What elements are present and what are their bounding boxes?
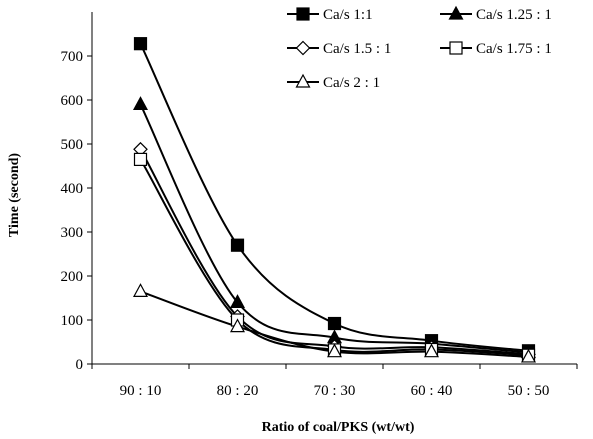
series-line-4 [139, 158, 529, 357]
series-line-1 [139, 43, 529, 352]
x-tick-label: 70 : 30 [314, 383, 356, 399]
x-axis-title: Ratio of coal/PKS (wt/wt) [262, 420, 415, 435]
legend-marker [296, 7, 310, 21]
legend-marker [448, 5, 464, 20]
y-tick-label: 200 [61, 269, 84, 285]
legend-label: Ca/s 2 : 1 [323, 75, 380, 91]
legend-marker [295, 40, 311, 56]
y-tick-label: 500 [61, 137, 84, 153]
legend-item: Ca/s 1:1 [287, 7, 373, 23]
data-point-series-1 [133, 37, 148, 51]
legend-label: Ca/s 1.5 : 1 [323, 41, 391, 57]
y-tick-label: 0 [76, 357, 84, 373]
data-point-series-5 [423, 343, 440, 358]
data-point-series-1 [230, 238, 245, 252]
data-point-series-5 [326, 343, 343, 358]
legend: Ca/s 1:1 Ca/s 1.25 : 1 Ca/s 1.5 : 1 Ca/s 1.… [287, 5, 552, 91]
legend-item: Ca/s 1.25 : 1 [440, 5, 552, 23]
data-point-series-5 [520, 348, 537, 363]
series-line-3 [139, 148, 529, 356]
legend-label: Ca/s 1:1 [323, 7, 373, 23]
data-point-series-5 [229, 318, 246, 333]
data-point-series-1 [327, 316, 342, 331]
legend-label: Ca/s 1.25 : 1 [476, 7, 552, 23]
legend-item: Ca/s 2 : 1 [287, 73, 380, 91]
y-tick-labels: 0 100 200 300 400 500 600 700 [61, 49, 84, 373]
data-point-series-2 [132, 96, 149, 111]
legend-marker [295, 73, 311, 88]
y-tick-label: 600 [61, 93, 84, 109]
x-tick-label: 90 : 10 [120, 383, 162, 399]
data-point-series-2 [229, 294, 246, 308]
series-layer [132, 37, 537, 363]
legend-item: Ca/s 1.5 : 1 [287, 40, 391, 57]
axes [87, 12, 578, 369]
y-tick-label: 400 [61, 181, 84, 197]
y-tick-label: 300 [61, 225, 84, 241]
legend-item: Ca/s 1.75 : 1 [440, 41, 552, 57]
x-tick-labels: 90 : 10 80 : 20 70 : 30 60 : 40 50 : 50 [120, 383, 550, 399]
series-line-2 [139, 103, 529, 354]
data-point-series-4 [133, 152, 148, 166]
x-tick-label: 50 : 50 [508, 383, 550, 399]
y-tick-label: 700 [61, 49, 84, 65]
data-point-series-5 [132, 283, 149, 297]
legend-label: Ca/s 1.75 : 1 [476, 41, 552, 57]
x-tick-label: 60 : 40 [411, 383, 453, 399]
series-markers [132, 37, 537, 363]
legend-marker [449, 41, 463, 55]
y-axis-title: Time (second) [7, 153, 22, 237]
y-tick-label: 100 [61, 313, 84, 329]
x-tick-label: 80 : 20 [217, 383, 259, 399]
